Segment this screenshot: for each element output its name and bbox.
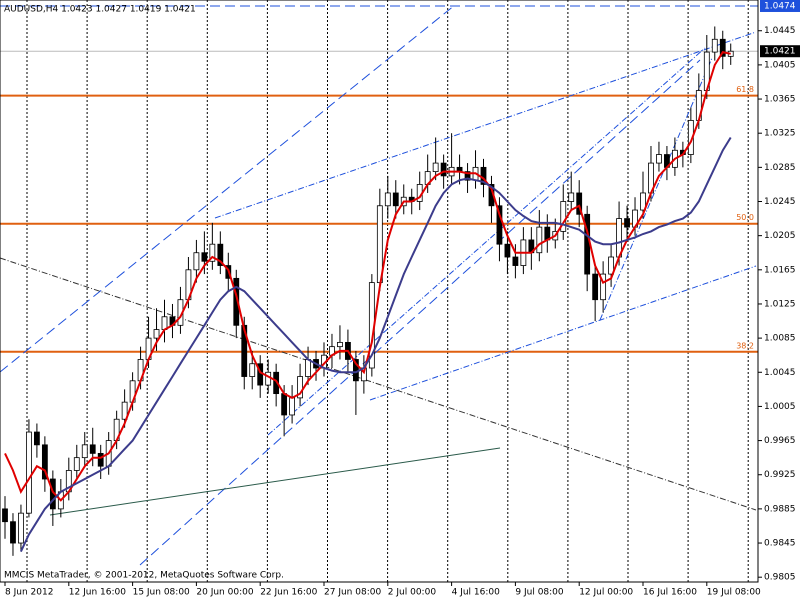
drawing-objects (0, 4, 757, 566)
candle-body (10, 521, 16, 544)
plot-frame (0, 0, 759, 583)
y-tick-label: 1.0205 (764, 231, 796, 241)
y-tick-label: 1.0325 (764, 129, 796, 139)
x-tick-label: 15 Jun 08:00 (133, 588, 190, 598)
fib-label: 50.0 (736, 213, 754, 222)
channel-line (0, 257, 757, 511)
candle-body (81, 444, 88, 459)
x-tick-label: 20 Jun 00:00 (196, 588, 253, 598)
fib-label: 61.8 (736, 85, 754, 94)
price-label: 1.0421 (764, 47, 796, 57)
level-label-box (760, 0, 800, 12)
candle-body (18, 512, 24, 544)
candle-body (97, 452, 104, 467)
x-tick-label: 27 Jun 08:00 (324, 588, 381, 598)
candle-body (640, 192, 646, 211)
candle-body (440, 162, 447, 177)
y-tick-label: 1.0005 (764, 402, 796, 412)
trend-line (49, 447, 501, 516)
candle-body (26, 431, 32, 514)
candle-body (305, 359, 311, 377)
candle-body (568, 192, 575, 202)
candle-body (600, 273, 607, 301)
moving-average (4, 50, 731, 502)
candle-body (153, 329, 160, 339)
x-tick-label: 8 Jun 2012 (5, 588, 53, 598)
y-tick-label: 1.0085 (764, 334, 796, 344)
candle-body (297, 376, 303, 399)
candle-body (608, 256, 614, 275)
candle-body (624, 218, 630, 228)
moving-average (19, 136, 732, 553)
candle-body (289, 397, 296, 416)
y-tick-label: 1.0285 (764, 163, 796, 173)
x-tick-label: 19 Jul 08:00 (707, 588, 761, 598)
channel-line (599, 57, 713, 321)
candle-body (73, 457, 80, 471)
candle-body (201, 252, 208, 262)
candle-body (496, 205, 503, 245)
x-tick-label: 2 Jul 00:00 (388, 588, 437, 598)
candle-body (464, 171, 471, 181)
candle-body (592, 273, 599, 301)
candle-body (2, 508, 8, 523)
y-tick-label: 1.0405 (764, 60, 796, 70)
candle-body (209, 243, 216, 262)
y-tick-label: 0.9885 (764, 504, 796, 514)
candle-body (41, 444, 48, 480)
channel-line (369, 265, 757, 401)
x-tick-label: 16 Jul 16:00 (643, 588, 697, 598)
candle-body (392, 192, 399, 207)
x-tick-label: 9 Jul 08:00 (515, 588, 564, 598)
trend-line (0, 4, 456, 373)
candle-body (560, 201, 567, 232)
candle-body (384, 192, 391, 207)
y-tick-label: 1.0125 (764, 299, 796, 309)
candle-body (249, 363, 256, 377)
channel-line (214, 31, 757, 219)
candle-body (512, 256, 519, 266)
trend-line (139, 59, 701, 566)
x-tick-label: 4 Jul 16:00 (452, 588, 501, 598)
header-text: AUDUSD,H4 1.0423 1.0427 1.0419 1.0421 (4, 5, 196, 15)
candle-body (576, 192, 583, 215)
y-tick-label: 0.9805 (764, 573, 796, 583)
candle-body (265, 371, 272, 386)
candle-body (656, 154, 662, 164)
candle-body (337, 341, 343, 348)
y-tick-label: 0.9845 (764, 539, 796, 549)
candle-body (504, 243, 511, 258)
candle-body (34, 431, 40, 446)
y-tick-label: 0.9965 (764, 436, 796, 446)
y-tick-label: 1.0445 (764, 26, 796, 36)
footer-text: MMCIS MetaTrader, © 2001-2012, MetaQuote… (4, 571, 284, 581)
candle-body (193, 252, 200, 271)
x-tick-label: 12 Jul 00:00 (579, 588, 633, 598)
fib-label: 38.2 (736, 341, 754, 350)
candle-body (281, 393, 288, 416)
candle-body (711, 38, 718, 53)
y-tick-label: 1.0365 (764, 95, 796, 105)
x-tick-label: 12 Jun 16:00 (69, 588, 126, 598)
y-tick-label: 0.9925 (764, 470, 796, 480)
level-label: 1.0474 (764, 1, 796, 11)
candle-body (719, 38, 726, 57)
y-tick-label: 1.0045 (764, 368, 796, 378)
y-tick-label: 1.0245 (764, 197, 796, 207)
candle-body (273, 371, 280, 395)
price-label-box (760, 45, 800, 58)
channel-line (267, 47, 706, 436)
x-tick-label: 22 Jun 16:00 (260, 588, 317, 598)
candle-body (432, 162, 439, 173)
candle-body (121, 401, 128, 420)
candle-body (536, 226, 543, 254)
y-tick-label: 1.0165 (764, 265, 796, 275)
candle-body (89, 444, 96, 454)
candle-body (217, 243, 224, 266)
plot (2, 26, 734, 556)
